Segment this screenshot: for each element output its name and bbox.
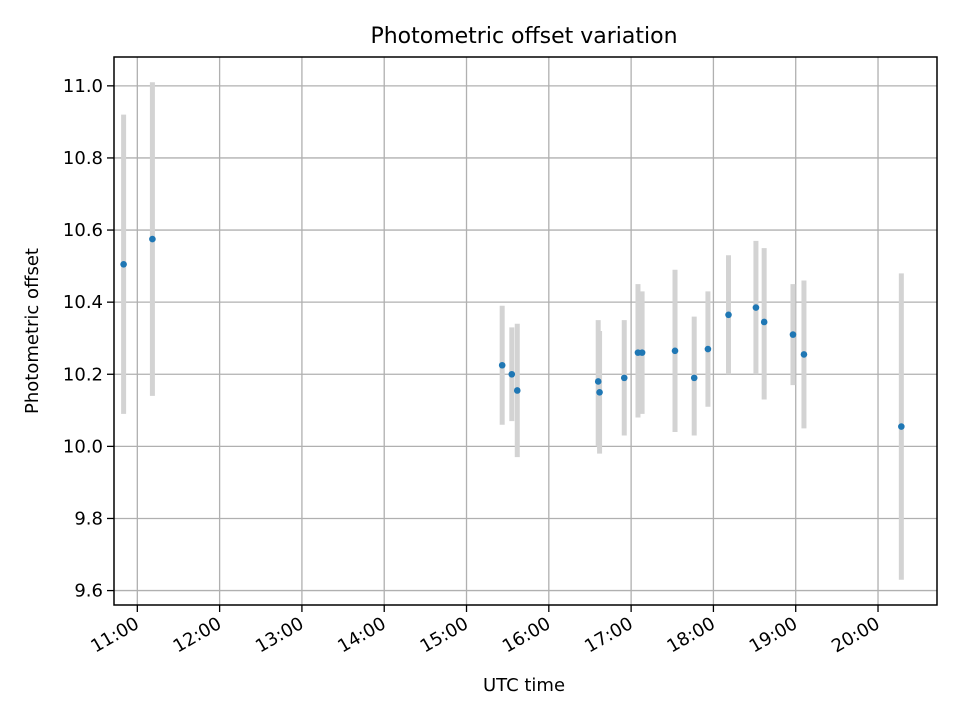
- data-point: [149, 235, 156, 243]
- data-point: [638, 349, 646, 356]
- chart-title: Photometric offset variation: [370, 24, 677, 49]
- data-point: [704, 345, 712, 353]
- y-tick-label: 11.0: [63, 76, 103, 97]
- data-point: [513, 387, 521, 394]
- data-point: [760, 318, 768, 326]
- y-tick-label: 10.6: [63, 220, 103, 241]
- data-point: [800, 351, 808, 358]
- grid: [114, 57, 937, 605]
- y-tick-label: 10.8: [63, 148, 103, 169]
- y-tick-label: 10.0: [63, 436, 103, 457]
- data-point: [620, 374, 628, 382]
- data-point: [594, 378, 602, 385]
- data-point: [120, 261, 127, 268]
- data-point: [690, 374, 698, 382]
- data-point: [508, 370, 516, 378]
- plot-frame: [113, 56, 938, 606]
- y-tick-label: 9.6: [74, 581, 103, 602]
- data-point: [498, 361, 506, 369]
- data-point: [898, 423, 905, 430]
- data-point: [671, 347, 679, 355]
- y-axis-label: Photometric offset: [22, 248, 43, 414]
- x-axis-label: UTC time: [483, 675, 565, 696]
- y-tick-label: 9.8: [74, 508, 103, 529]
- data-point: [596, 388, 603, 396]
- data-point: [725, 311, 732, 319]
- y-tick-label: 10.4: [63, 292, 103, 313]
- data-points: [120, 235, 905, 430]
- y-axis-ticks: 9.6 9.8 10.0 10.2 10.4 10.6 10.8 11.0: [63, 76, 114, 602]
- data-point: [752, 304, 760, 311]
- y-tick-label: 10.2: [63, 364, 103, 385]
- data-point: [789, 331, 797, 338]
